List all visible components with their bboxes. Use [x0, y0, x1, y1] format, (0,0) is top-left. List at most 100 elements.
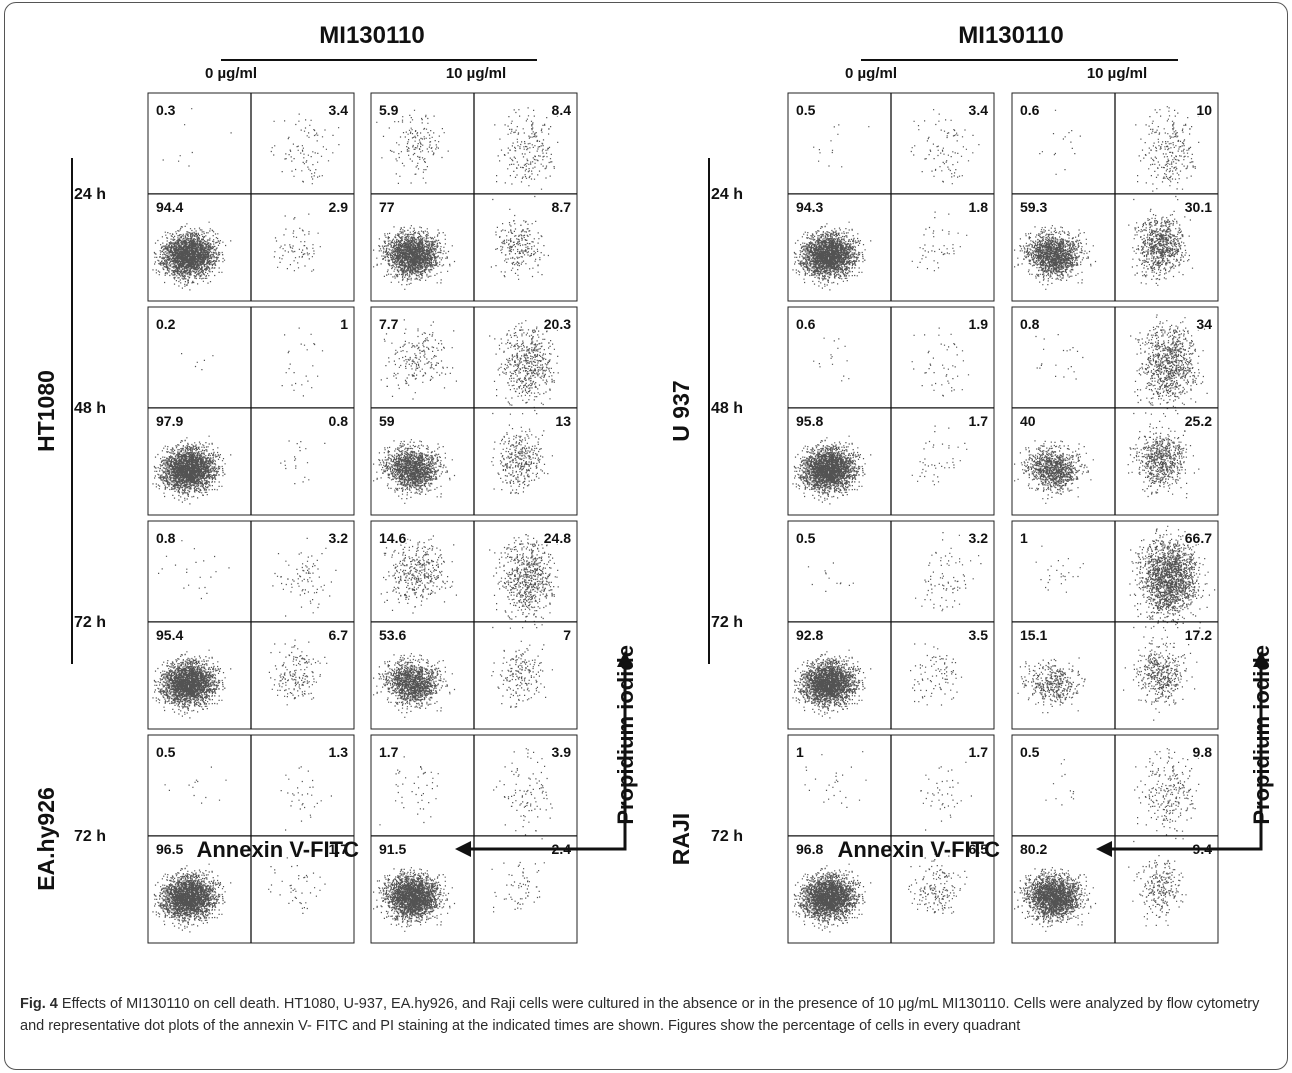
quadrant-dots	[493, 748, 553, 840]
percent-lower-left: 59	[379, 413, 395, 429]
percent-lower-left: 92.8	[796, 627, 823, 643]
quadrant-dots	[491, 424, 553, 495]
x-arrowhead-icon	[455, 841, 471, 857]
x-axis-label: Annexin V-FITC	[196, 837, 359, 862]
percent-upper-right: 1.9	[969, 316, 989, 332]
time-label: 24 h	[711, 186, 743, 203]
dot-plot: 0.6 1.9 95.8 1.7	[787, 306, 995, 516]
y-arrowhead-icon	[1253, 651, 1269, 667]
dot-plot: 5.9 8.4 77 8.7	[370, 92, 578, 302]
quadrant-dots	[1014, 867, 1097, 932]
quadrant-dots	[1014, 225, 1097, 290]
percent-upper-right: 66.7	[1185, 530, 1212, 546]
dot-cloud	[152, 108, 340, 291]
dot-cloud	[792, 532, 982, 719]
quadrant-dots	[152, 863, 232, 933]
quadrant-dots	[792, 649, 872, 719]
percent-upper-right: 3.2	[329, 530, 349, 546]
figure-caption: Fig. 4 Effects of MI130110 on cell death…	[20, 993, 1270, 1037]
quadrant-dots	[270, 113, 340, 185]
dot-cloud	[1014, 314, 1208, 504]
dot-plot: 7.7 20.3 59 13	[370, 306, 578, 516]
percent-upper-left: 0.8	[1020, 316, 1040, 332]
dot-plot: 1.7 3.991.5 2.4	[370, 734, 578, 944]
percent-upper-left: 0.6	[1020, 102, 1040, 118]
percent-lower-left: 95.8	[796, 413, 823, 429]
cell-line-label: U 937	[668, 380, 694, 441]
dose-label: 0 µg/ml	[845, 65, 897, 82]
time-label: 24 h	[74, 186, 106, 203]
percent-upper-left: 0.2	[156, 316, 176, 332]
percent-upper-left: 0.6	[796, 316, 816, 332]
quadrant-dots	[1127, 420, 1200, 499]
left-figure-panel: MI130110 0 µg/ml 10 µg/ml HT1080 EA.hy926 24 …	[33, 22, 638, 944]
percent-lower-left: 59.3	[1020, 199, 1047, 215]
percent-upper-right: 3.4	[969, 102, 989, 118]
percent-upper-right: 1.7	[969, 744, 989, 760]
percent-upper-left: 1.7	[379, 744, 399, 760]
percent-lower-left: 94.3	[796, 199, 823, 215]
percent-upper-left: 7.7	[379, 316, 399, 332]
percent-lower-right: 2.9	[329, 199, 349, 215]
percent-upper-left: 14.6	[379, 530, 406, 546]
y-axis-label: Propidium iodide	[1249, 645, 1274, 825]
dot-plot: 0.8 34 40 25.2	[1011, 306, 1219, 516]
y-arrowhead-icon	[617, 651, 633, 667]
dot-cloud	[152, 533, 337, 719]
percent-lower-left: 15.1	[1020, 627, 1047, 643]
percent-upper-right: 10	[1196, 102, 1212, 118]
percent-lower-left: 95.4	[156, 627, 183, 643]
percent-lower-right: 6.7	[329, 627, 349, 643]
quadrant-dots	[152, 435, 232, 505]
time-label: 72 h	[711, 614, 743, 631]
percent-lower-left: 96.5	[156, 841, 183, 857]
time-label: 48 h	[711, 400, 743, 417]
percent-upper-right: 8.4	[552, 102, 572, 118]
quadrant-dots	[490, 208, 549, 280]
dose-label: 10 µg/ml	[446, 65, 506, 82]
percent-upper-left: 1	[796, 744, 804, 760]
quadrant-dots	[1128, 208, 1194, 286]
quadrant-dots	[1128, 855, 1187, 927]
figure-frame	[4, 2, 1288, 1070]
quadrant-dots	[373, 653, 456, 718]
quadrant-dots	[376, 109, 449, 184]
quadrant-dots	[492, 107, 559, 201]
percent-upper-right: 24.8	[544, 530, 571, 546]
compound-title: MI130110	[319, 22, 424, 49]
percent-upper-right: 3.2	[969, 530, 989, 546]
percent-upper-right: 1	[340, 316, 348, 332]
quadrant-dots	[792, 863, 872, 933]
percent-lower-left: 53.6	[379, 627, 406, 643]
x-arrowhead-icon	[1096, 841, 1112, 857]
percent-lower-left: 94.4	[156, 199, 183, 215]
dot-cloud	[373, 319, 559, 504]
axis-arrow-line	[471, 665, 627, 851]
caption-label: Fig. 4	[20, 996, 58, 1012]
time-label: 48 h	[74, 400, 106, 417]
quadrant-dots	[491, 861, 545, 913]
percent-upper-right: 3.4	[329, 102, 349, 118]
percent-lower-right: 0.8	[329, 413, 349, 429]
quadrant-dots	[152, 221, 232, 291]
quadrant-dots	[491, 640, 553, 708]
quadrant-dots	[910, 643, 963, 706]
quadrant-dots	[380, 533, 457, 614]
percent-lower-left: 97.9	[156, 413, 183, 429]
percent-upper-right: 20.3	[544, 316, 571, 332]
dot-plot: 0.5 3.4 94.3 1.8	[787, 92, 995, 302]
percent-upper-left: 0.5	[1020, 744, 1040, 760]
percent-upper-left: 5.9	[379, 102, 399, 118]
time-label: 72 h	[711, 828, 743, 845]
percent-upper-left: 1	[1020, 530, 1028, 546]
dot-cloud	[373, 533, 559, 718]
right-figure-panel: MI130110 0 µg/ml 10 µg/ml U 937 RAJI 24 h 0.5 3…	[668, 22, 1274, 944]
dot-cloud	[1014, 748, 1200, 932]
percent-lower-right: 7	[563, 627, 571, 643]
percent-lower-left: 77	[379, 199, 395, 215]
quadrant-dots	[908, 853, 968, 914]
dot-cloud	[792, 751, 972, 933]
compound-title: MI130110	[958, 22, 1063, 49]
percent-lower-left: 96.8	[796, 841, 823, 857]
